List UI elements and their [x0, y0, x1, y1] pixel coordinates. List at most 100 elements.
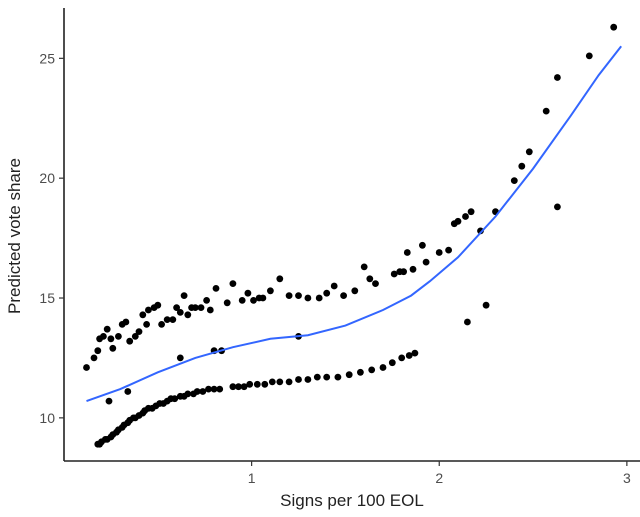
data-point: [267, 287, 274, 295]
data-point: [411, 349, 419, 357]
data-point: [206, 306, 214, 314]
data-point: [405, 352, 413, 359]
data-point: [246, 380, 254, 388]
data-point: [191, 304, 199, 311]
x-tick-label: 1: [248, 470, 256, 486]
data-point: [169, 316, 177, 323]
data-point: [357, 368, 364, 376]
data-point: [184, 390, 192, 398]
smooth-trend-line: [86, 45, 622, 403]
data-point: [554, 203, 561, 211]
data-point: [525, 148, 533, 156]
data-point: [467, 208, 475, 216]
data-point: [368, 366, 376, 374]
data-point: [184, 311, 192, 319]
data-point: [340, 292, 347, 299]
data-point: [435, 249, 443, 256]
data-point: [462, 213, 469, 220]
data-point: [419, 241, 426, 249]
y-tick-label: 10: [39, 410, 55, 426]
data-point: [229, 280, 237, 287]
data-point: [139, 311, 147, 319]
x-axis-ticks: 1 2 3: [248, 461, 631, 486]
data-point: [285, 292, 293, 299]
data-point: [135, 328, 143, 335]
data-point: [295, 376, 302, 383]
data-point: [295, 292, 302, 299]
data-point: [268, 378, 276, 386]
data-point: [585, 52, 593, 60]
data-point: [304, 294, 312, 302]
data-point: [554, 74, 561, 81]
data-points: [83, 23, 618, 448]
data-point: [323, 289, 331, 297]
data-point: [223, 299, 231, 307]
data-point: [145, 306, 152, 314]
data-point: [400, 268, 407, 276]
data-point: [477, 227, 484, 235]
data-point: [122, 318, 130, 326]
data-point: [259, 294, 267, 302]
data-point: [610, 23, 618, 31]
data-point: [238, 297, 246, 304]
data-point: [90, 354, 98, 362]
data-point: [304, 376, 312, 383]
data-point: [199, 388, 207, 395]
data-point: [422, 258, 430, 266]
data-point: [109, 344, 117, 352]
data-point: [250, 297, 257, 304]
data-point: [261, 380, 269, 388]
data-point: [360, 263, 368, 271]
data-point: [163, 316, 171, 323]
data-point: [345, 371, 353, 379]
y-axis-ticks: 10 15 20 25: [39, 50, 64, 426]
data-point: [409, 265, 417, 273]
data-point: [482, 301, 490, 309]
data-point: [464, 318, 471, 326]
data-point: [173, 304, 181, 311]
data-point: [229, 383, 237, 391]
data-point: [518, 162, 526, 170]
y-tick-label: 15: [39, 290, 55, 306]
y-axis-title: Predicted vote share: [5, 158, 24, 314]
data-point: [176, 309, 184, 316]
data-point: [323, 373, 331, 381]
data-point: [253, 380, 261, 388]
x-tick-label: 3: [623, 470, 631, 486]
data-point: [445, 246, 452, 254]
data-point: [276, 275, 284, 283]
data-point: [276, 378, 284, 386]
data-point: [351, 287, 359, 295]
data-point: [105, 397, 113, 405]
x-tick-label: 2: [435, 470, 443, 486]
data-point: [126, 337, 134, 345]
data-point: [330, 282, 338, 290]
data-point: [334, 373, 342, 381]
data-point: [154, 301, 162, 309]
data-point: [115, 333, 122, 340]
data-point: [131, 333, 139, 340]
data-point: [390, 270, 398, 278]
data-point: [315, 294, 323, 302]
data-point: [212, 285, 220, 292]
data-point: [124, 388, 132, 395]
data-point: [366, 275, 374, 283]
data-point: [176, 354, 184, 362]
data-point: [388, 359, 396, 367]
data-point: [244, 289, 252, 297]
data-point: [94, 347, 102, 355]
data-point: [180, 292, 188, 299]
data-point: [235, 383, 242, 391]
data-point: [403, 249, 411, 256]
y-tick-label: 20: [39, 170, 55, 186]
data-point: [510, 177, 518, 185]
data-point: [542, 107, 550, 115]
data-point: [197, 304, 205, 311]
data-point: [240, 383, 248, 391]
data-point: [454, 217, 462, 225]
data-point: [100, 333, 107, 340]
data-point: [171, 395, 179, 403]
data-point: [83, 364, 90, 371]
data-point: [103, 325, 111, 333]
